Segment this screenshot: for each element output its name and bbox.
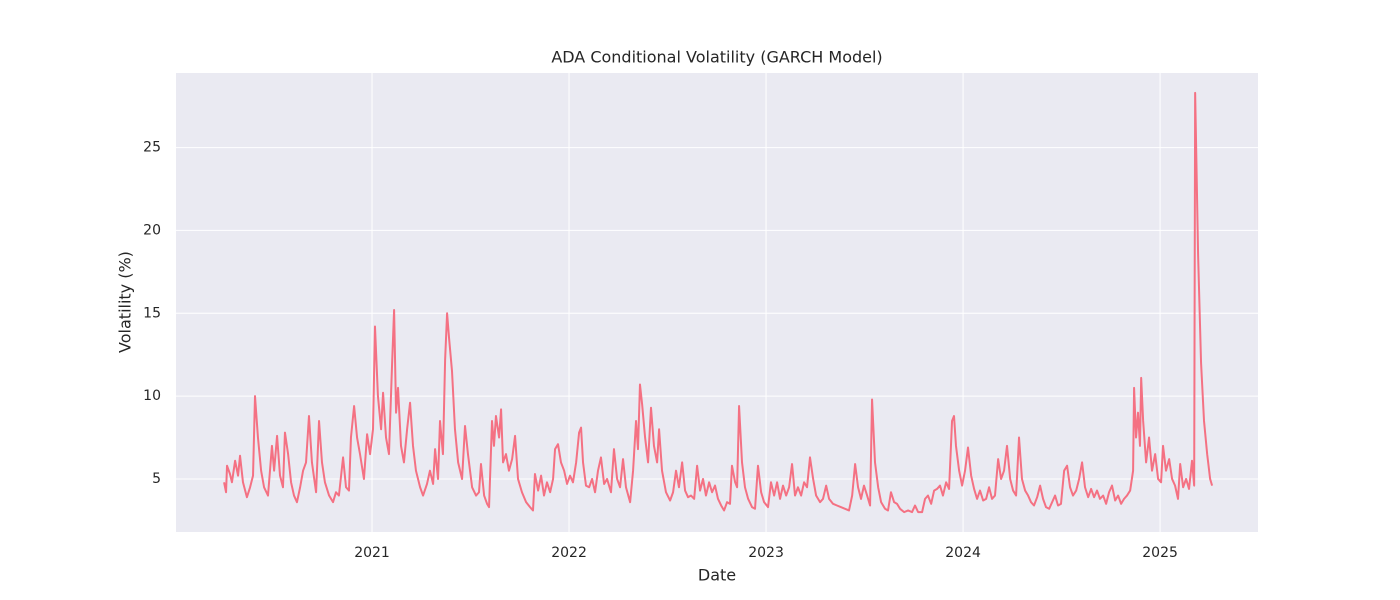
x-tick-label: 2024 xyxy=(945,545,981,561)
marks xyxy=(223,91,1214,514)
chart-title: ADA Conditional Volatility (GARCH Model) xyxy=(551,48,882,67)
y-tick-label: 25 xyxy=(143,140,161,156)
x-tick-label: 2025 xyxy=(1142,545,1178,561)
y-tick-label: 15 xyxy=(143,305,161,321)
x-tick-label: 2023 xyxy=(748,545,784,561)
y-tick-label: 20 xyxy=(143,222,161,238)
y-tick-label: 5 xyxy=(152,471,161,487)
y-axis-label: Volatility (%) xyxy=(116,251,135,353)
y-tick-label: 10 xyxy=(143,388,161,404)
plot-area xyxy=(176,73,1258,532)
x-tick-label: 2021 xyxy=(354,545,390,561)
grid xyxy=(176,73,1258,532)
x-tick-label: 2022 xyxy=(551,545,587,561)
x-axis-label: Date xyxy=(698,566,736,585)
volatility-line xyxy=(223,91,1214,514)
